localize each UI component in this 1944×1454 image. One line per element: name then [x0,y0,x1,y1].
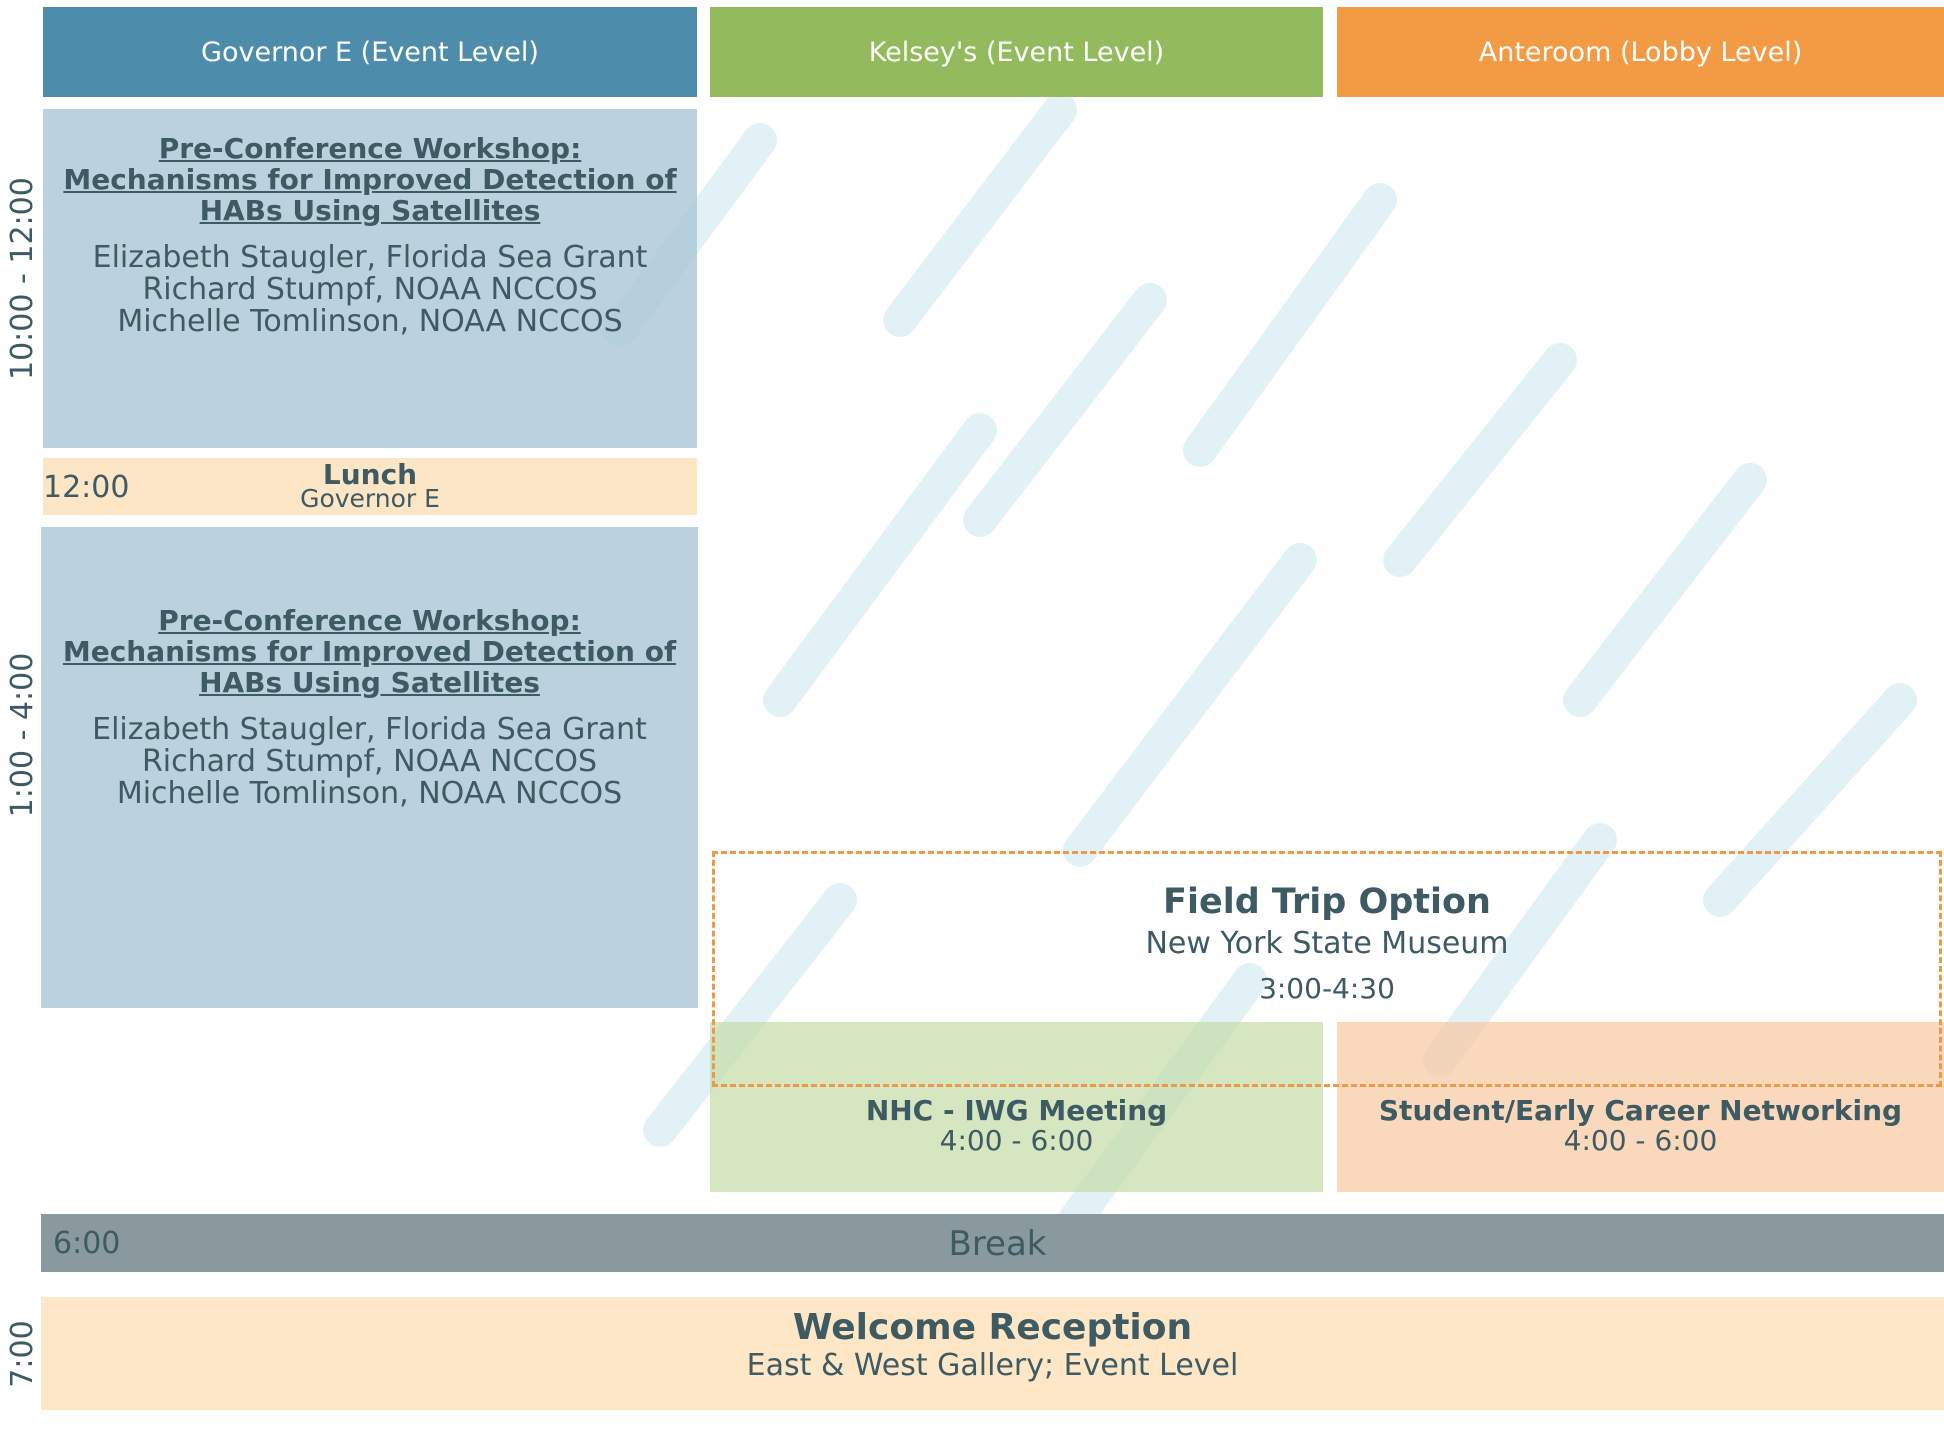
session-title[interactable]: Pre-Conference Workshop: [158,132,582,165]
speaker: Michelle Tomlinson, NOAA NCCOS [117,304,623,339]
speaker: Richard Stumpf, NOAA NCCOS [142,272,598,307]
session-block: Student/Early Career Networking 4:00 - 6… [1337,1022,1944,1192]
session-title[interactable]: Mechanisms for Improved Detection of [63,163,677,196]
time-label: 7:00 [5,1320,40,1388]
time: 12:00 [43,470,130,505]
room-header: Kelsey's (Event Level) [710,7,1323,97]
page: Governor E (Event Level) Kelsey's (Event… [5,7,1944,1410]
speaker: Elizabeth Staugler, Florida Sea Grant [92,240,648,275]
location: East & West Gallery; Event Level [746,1348,1239,1383]
time: 6:00 [53,1226,121,1261]
location: New York State Museum [1145,926,1509,961]
lunch-block: 12:00 Lunch Governor E [43,458,697,515]
title: Break [948,1224,1047,1264]
speaker: Michelle Tomlinson, NOAA NCCOS [116,776,623,811]
workshop-block: Pre-Conference Workshop: Mechanisms for … [43,109,697,448]
reception-block: Welcome Reception East & West Gallery; E… [41,1297,1944,1410]
session-title[interactable]: HABs Using Satellites [199,666,540,699]
time: 4:00 - 6:00 [939,1124,1094,1157]
time-label: 1:00 - 4:00 [5,652,40,818]
session-block: NHC - IWG Meeting 4:00 - 6:00 [710,1022,1323,1192]
time-label: 10:00 - 12:00 [5,177,40,380]
speakers: Elizabeth Staugler, Florida Sea Grant Ri… [43,242,697,338]
speaker: Richard Stumpf, NOAA NCCOS [141,744,598,779]
title: Field Trip Option [1163,882,1491,922]
title: NHC - IWG Meeting [865,1094,1168,1127]
field-trip-block: Field Trip Option New York State Museum … [712,851,1942,1087]
title: Lunch [322,458,418,491]
room-header: Governor E (Event Level) [43,7,697,97]
time: 3:00-4:30 [1259,972,1395,1005]
room-header: Anteroom (Lobby Level) [1337,7,1944,97]
session-title[interactable]: Mechanisms for Improved Detection of [62,635,677,668]
speakers: Elizabeth Staugler, Florida Sea Grant Ri… [41,714,698,810]
session-title[interactable]: HABs Using Satellites [199,194,541,227]
session-title[interactable]: Pre-Conference Workshop: [158,604,581,637]
title: Welcome Reception [792,1307,1193,1348]
location: Governor E [300,484,440,513]
speaker: Elizabeth Staugler, Florida Sea Grant [92,712,647,747]
workshop-block: Pre-Conference Workshop: Mechanisms for … [41,527,698,1008]
break-block: 6:00 Break [41,1214,1944,1272]
title: Student/Early Career Networking [1378,1094,1903,1127]
time: 4:00 - 6:00 [1563,1124,1718,1157]
